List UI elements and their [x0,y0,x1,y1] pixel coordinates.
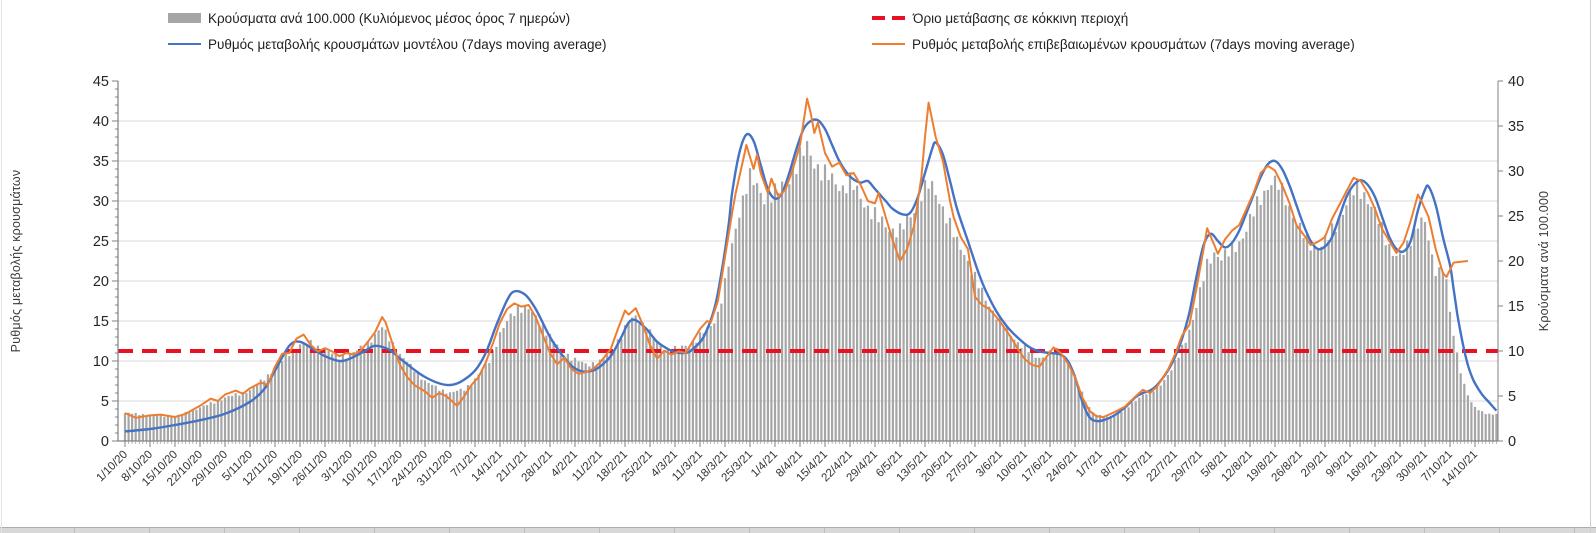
confirmed-line-legend-swatch [872,43,905,45]
model-rate-line [124,118,1498,433]
window-bottom-edge [0,527,1596,533]
svg-text:25: 25 [1508,209,1524,225]
left-axis-ticks-labels: 0 5 10 15 20 25 30 35 40 45 [93,74,118,450]
svg-text:5: 5 [101,394,109,410]
svg-text:5: 5 [1508,389,1516,405]
legend-item-cases-bars: Κρούσματα ανά 100.000 (Κυλιόμενος μέσος … [168,10,570,26]
left-axis-title: Ρυθμός μεταβολής κρουσμάτων [9,169,23,353]
legend-item-model-line: Ρυθμός μεταβολής κρουσμάτων μοντέλου (7d… [168,36,607,52]
svg-text:15: 15 [93,314,109,330]
svg-text:15: 15 [1508,299,1524,315]
window-right-edge [1590,0,1591,533]
svg-text:0: 0 [101,434,109,450]
legend-label-threshold: Όριο μετάβασης σε κόκκινη περιοχή [913,10,1129,26]
right-axis-ticks-labels: 0 5 10 15 20 25 30 35 40 [1498,74,1524,450]
model-line-legend-swatch [168,43,201,45]
bar-series-legend-swatch [168,13,201,23]
svg-text:45: 45 [93,74,109,90]
svg-text:2/9/21: 2/9/21 [1299,449,1330,480]
svg-text:40: 40 [1508,74,1524,90]
svg-text:0: 0 [1508,434,1516,450]
svg-text:35: 35 [1508,119,1524,135]
svg-text:25: 25 [93,234,109,250]
legend-label-confirmed-line: Ρυθμός μεταβολής επιβεβαιωμένων κρουσμάτ… [912,36,1355,52]
legend-label-cases-bars: Κρούσματα ανά 100.000 (Κυλιόμενος μέσος … [208,10,571,26]
svg-text:30: 30 [93,194,109,210]
svg-text:30: 30 [1508,164,1524,180]
svg-text:1/7/21: 1/7/21 [1074,449,1105,480]
daily-case-bars [123,141,1498,442]
x-axis-ticks-labels: 1/10/208/10/2015/10/2022/10/2029/10/205/… [95,441,1497,489]
svg-text:40: 40 [93,114,109,130]
svg-text:20: 20 [1508,254,1524,270]
svg-text:10: 10 [93,354,109,370]
svg-text:10: 10 [1508,344,1524,360]
svg-text:20: 20 [93,274,109,290]
svg-text:35: 35 [93,154,109,170]
window-left-edge [1,0,2,533]
legend-label-model-line: Ρυθμός μεταβολής κρουσμάτων μοντέλου (7d… [208,36,607,52]
svg-text:1/4/21: 1/4/21 [749,449,780,480]
legend-item-threshold: Όριο μετάβασης σε κόκκινη περιοχή [872,10,1128,26]
right-axis-title: Κρούσματα ανά 100.000 [1537,190,1551,332]
threshold-legend-swatch [872,16,906,20]
legend-item-confirmed-line: Ρυθμός μεταβολής επιβεβαιωμένων κρουσμάτ… [872,36,1355,52]
confirmed-rate-line [124,97,1469,419]
